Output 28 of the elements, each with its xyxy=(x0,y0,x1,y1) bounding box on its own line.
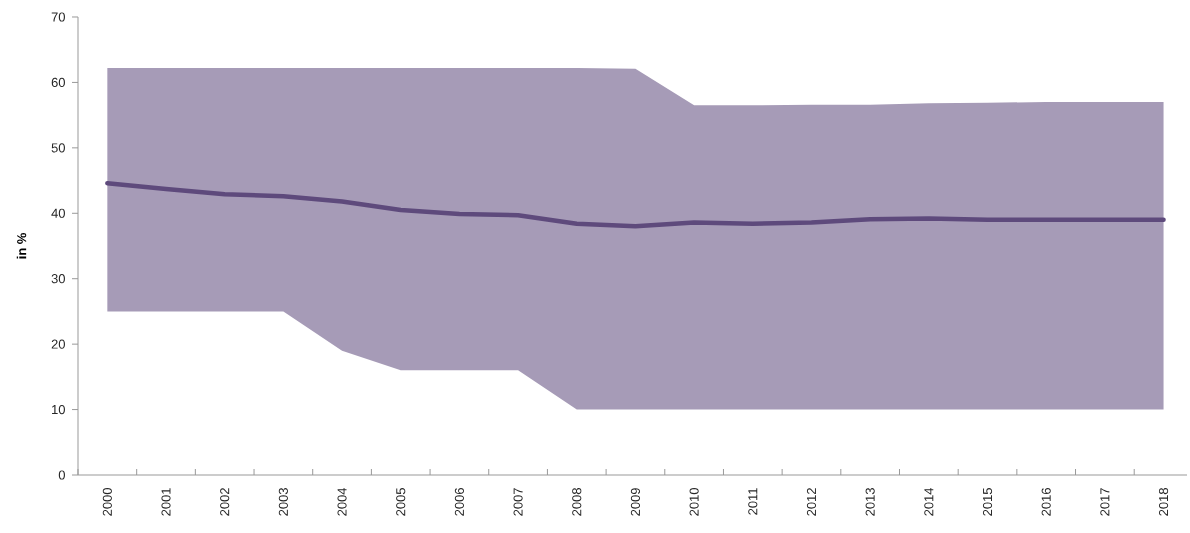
y-tick-label: 30 xyxy=(51,274,65,284)
x-tick-label: 2003 xyxy=(278,488,288,516)
x-tick-label: 2017 xyxy=(1100,488,1110,516)
y-tick-label: 10 xyxy=(52,404,65,415)
y-tick-label: 70 xyxy=(51,12,65,22)
y-tick-label: 50 xyxy=(51,143,65,153)
x-tick-label: 2013 xyxy=(865,488,875,516)
x-tick-label: 2009 xyxy=(630,488,641,516)
y-axis-title: in % xyxy=(16,233,27,259)
x-tick-label: 2010 xyxy=(689,488,699,516)
x-tick-label: 2015 xyxy=(982,488,993,516)
x-tick-label: 2018 xyxy=(1158,488,1169,516)
y-tick-label: 40 xyxy=(51,208,65,218)
y-tick-label: 60 xyxy=(51,77,65,88)
x-tick-label: 2016 xyxy=(1041,488,1051,516)
x-tick-label: 2000 xyxy=(102,488,112,516)
x-tick-label: 2007 xyxy=(513,488,523,516)
x-tick-label: 2005 xyxy=(396,488,406,516)
x-tick-label: 2001 xyxy=(161,488,171,516)
x-tick-label: 2002 xyxy=(220,488,230,516)
x-tick-label: 2006 xyxy=(454,488,464,516)
y-tick-label: 20 xyxy=(51,339,65,349)
x-tick-label: 2004 xyxy=(337,487,347,516)
x-tick-label: 2014 xyxy=(924,487,934,516)
x-tick-label: 2011 xyxy=(748,488,758,515)
x-tick-label: 2012 xyxy=(806,488,817,516)
y-tick-label: 0 xyxy=(58,470,65,480)
x-tick-label: 2008 xyxy=(572,488,582,516)
